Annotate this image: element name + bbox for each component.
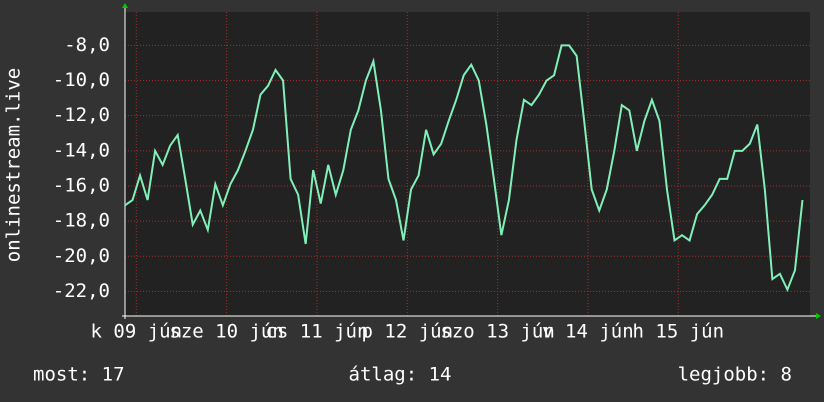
- x-tick-label: cs 11 jún: [265, 321, 368, 343]
- axis-arrow: [816, 313, 821, 319]
- x-tick-label: szo 13 jún: [440, 321, 554, 343]
- footer-text: átlag: 14: [349, 364, 452, 386]
- x-tick-label: sze 10 jún: [169, 321, 283, 343]
- x-tick-label: h 15 jún: [633, 321, 725, 343]
- y-tick-label: -8,0: [64, 34, 110, 56]
- y-tick-label: -18,0: [53, 210, 110, 232]
- plot-area: [125, 12, 810, 316]
- y-axis-label: onlinestream.live: [3, 68, 25, 262]
- footer-text: most: 17: [33, 364, 125, 386]
- x-tick-label: k 09 jún: [91, 321, 183, 343]
- y-tick-label: -10,0: [53, 69, 110, 91]
- x-tick-label: p 12 jún: [362, 321, 454, 343]
- axis-arrow: [122, 3, 128, 8]
- y-tick-label: -16,0: [53, 174, 110, 196]
- data-line: [124, 44, 804, 293]
- y-tick-label: -12,0: [53, 104, 110, 126]
- y-tick-label: -22,0: [53, 280, 110, 302]
- x-tick-label: v 14 jún: [542, 321, 634, 343]
- y-tick-label: -14,0: [53, 139, 110, 161]
- footer-text: legjobb: 8: [678, 364, 792, 386]
- y-tick-label: -20,0: [53, 245, 110, 267]
